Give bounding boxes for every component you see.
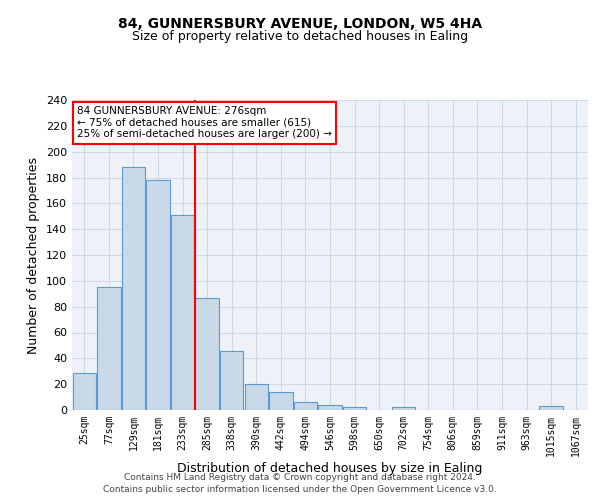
Bar [343,408,366,410]
Bar [196,298,219,410]
Y-axis label: Number of detached properties: Number of detached properties [28,156,40,354]
Bar [539,406,563,410]
Bar [171,215,194,410]
Bar [73,372,96,410]
Bar [220,350,244,410]
Bar [245,384,268,410]
Text: Contains public sector information licensed under the Open Government Licence v3: Contains public sector information licen… [103,485,497,494]
Bar [269,392,293,410]
Bar [146,180,170,410]
Text: 84, GUNNERSBURY AVENUE, LONDON, W5 4HA: 84, GUNNERSBURY AVENUE, LONDON, W5 4HA [118,18,482,32]
Bar [392,408,415,410]
Text: 84 GUNNERSBURY AVENUE: 276sqm
← 75% of detached houses are smaller (615)
25% of : 84 GUNNERSBURY AVENUE: 276sqm ← 75% of d… [77,106,332,140]
Bar [97,288,121,410]
Bar [122,167,145,410]
Bar [294,402,317,410]
Text: Size of property relative to detached houses in Ealing: Size of property relative to detached ho… [132,30,468,43]
Text: Contains HM Land Registry data © Crown copyright and database right 2024.: Contains HM Land Registry data © Crown c… [124,472,476,482]
X-axis label: Distribution of detached houses by size in Ealing: Distribution of detached houses by size … [178,462,482,474]
Bar [319,405,341,410]
